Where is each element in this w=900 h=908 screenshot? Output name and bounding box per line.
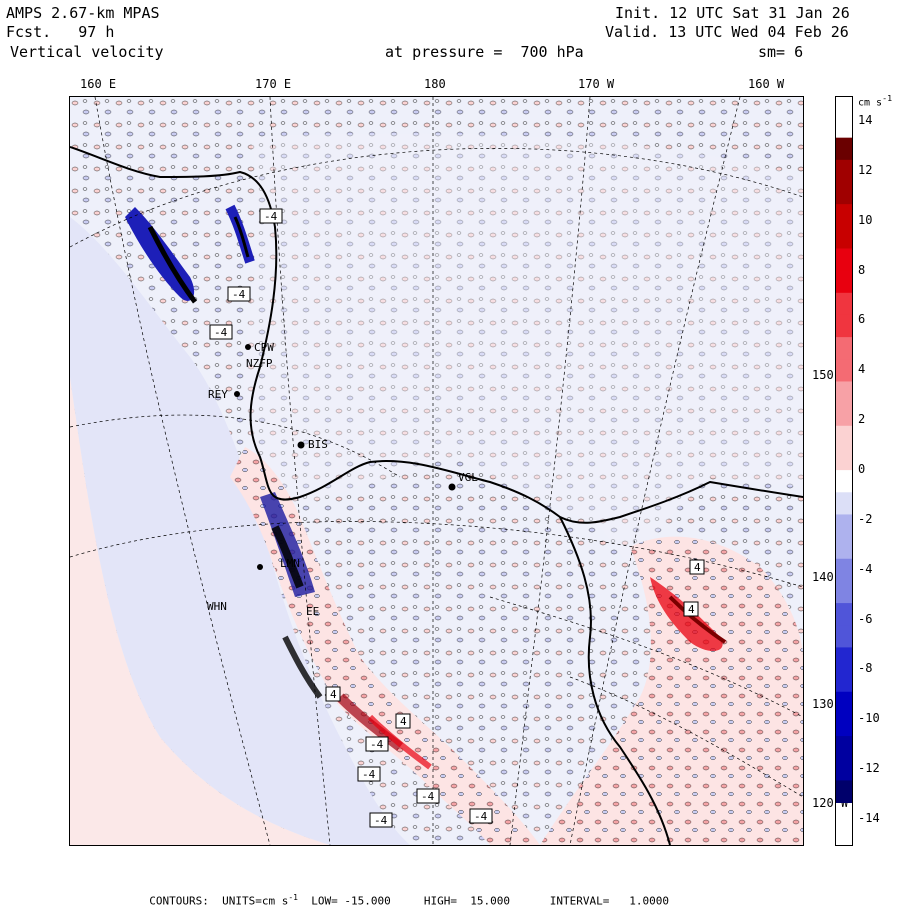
- colorbar-tick-label: 8: [858, 262, 866, 277]
- colorbar-band: [836, 713, 852, 737]
- marker-low: -4: [232, 288, 246, 301]
- marker-high: 4: [330, 688, 337, 701]
- colorbar-tick-label: 0: [858, 462, 866, 476]
- plateau-region: [70, 377, 330, 845]
- colorbar-band: [836, 226, 852, 249]
- marker-low: -4: [474, 810, 488, 823]
- marker-low: -4: [421, 790, 435, 803]
- colorbar-band: [836, 248, 852, 272]
- marie-byrd-region: [540, 536, 803, 845]
- station-whn: WHN: [207, 600, 227, 613]
- pressure-level: at pressure = 700 hPa: [385, 43, 584, 61]
- colorbar: [835, 96, 853, 846]
- colorbar-tick-label: 14: [858, 112, 873, 127]
- colorbar-band: [836, 647, 852, 671]
- contour-markers: -4 -4 -4 4 4 4 4 -4 -4 -4 -4 -4: [209, 208, 705, 828]
- colorbar-band: [836, 425, 852, 449]
- valid-time: Valid. 13 UTC Wed 04 Feb 26: [605, 23, 849, 41]
- footer-contours: CONTOURS: UNITS=cm s-1 LOW= -15.000 HIGH…: [149, 893, 669, 908]
- colorbar-band: [836, 470, 852, 493]
- map-svg: -4 -4 -4 4 4 4 4 -4 -4 -4 -4 -4: [70, 97, 803, 845]
- colorbar-tick-label: 12: [858, 162, 873, 177]
- colorbar-band: [836, 514, 852, 538]
- colorbar-band: [836, 159, 852, 183]
- lon-label-160w: 160 W: [748, 77, 785, 91]
- lon-label-170w: 170 W: [578, 77, 615, 91]
- mountain-range-signal: [230, 447, 540, 845]
- colorbar-band: [836, 669, 852, 693]
- colorbar-band: [836, 137, 852, 161]
- marker-low: -4: [362, 768, 376, 781]
- marker-high: 4: [694, 561, 701, 574]
- colorbar-band: [836, 558, 852, 582]
- init-time: Init. 12 UTC Sat 31 Jan 26: [615, 4, 850, 22]
- colorbar-band: [836, 204, 852, 227]
- colorbar-band: [836, 536, 852, 560]
- forecast-hour: Fcst. 97 h: [6, 23, 115, 41]
- plateau-blue-band: [70, 217, 410, 845]
- colorbar-tick-label: -2: [858, 511, 873, 526]
- station-cpw: CPW: [254, 341, 274, 354]
- lon-label-160e: 160 E: [80, 77, 117, 91]
- coastline: [70, 146, 803, 524]
- lon-label-170e: 170 E: [255, 77, 292, 91]
- smoothing-value: sm= 6: [758, 43, 804, 61]
- colorbar-tick-label: -8: [858, 661, 873, 676]
- marker-low: -4: [370, 738, 384, 751]
- colorbar-tick-label: 10: [858, 212, 873, 227]
- station-rey: REY: [208, 388, 228, 401]
- marker-low: -4: [374, 814, 388, 827]
- colorbar-band: [836, 736, 852, 759]
- colorbar-tick-label: -10: [858, 711, 880, 726]
- marker-low: -4: [264, 210, 278, 223]
- station-bis: BIS: [308, 438, 328, 451]
- colorbar-band: [836, 691, 852, 715]
- colorbar-band: [836, 780, 852, 803]
- colorbar-units: cm s-1: [858, 93, 893, 109]
- colorbar-band: [836, 292, 852, 316]
- colorbar-band: [836, 625, 852, 648]
- colorbar-tick-label: -6: [858, 611, 873, 626]
- colorbar-tick-label: -14: [858, 811, 880, 826]
- colorbar-tick-label: -12: [858, 761, 880, 776]
- map-panel: -4 -4 -4 4 4 4 4 -4 -4 -4 -4 -4 CPW NZFP: [69, 96, 804, 846]
- colorbar-band: [836, 381, 852, 405]
- colorbar-band: [836, 314, 852, 338]
- station-nzfp: NZFP: [246, 357, 273, 370]
- colorbar-tick-label: 2: [858, 412, 866, 427]
- colorbar-band: [836, 181, 852, 205]
- colorbar-band: [836, 403, 852, 427]
- colorbar-tick-label: -4: [858, 561, 873, 576]
- marker-high: 4: [400, 715, 407, 728]
- station-ee: EE: [306, 605, 320, 618]
- colorbar-band: [836, 359, 852, 382]
- variable-name: Vertical velocity: [10, 43, 164, 61]
- graticule: [70, 97, 803, 845]
- station-vgl: VGL: [458, 471, 478, 484]
- colorbar-tick-label: 6: [858, 312, 866, 327]
- marker-high: 4: [688, 603, 695, 616]
- colorbar-band: [836, 337, 852, 360]
- station-lmn: LMN: [280, 557, 300, 570]
- colorbar-band: [836, 447, 852, 471]
- colorbar-band: [836, 758, 852, 781]
- lon-label-180: 180: [424, 77, 446, 91]
- colorbar-band: [836, 580, 852, 604]
- colorbar-band: [836, 603, 852, 626]
- colorbar-band: [836, 270, 852, 294]
- station-dots: [234, 344, 456, 570]
- colorbar-band: [836, 492, 852, 515]
- grounding-line: [559, 516, 671, 845]
- marker-low: -4: [214, 326, 228, 339]
- model-title: AMPS 2.67-km MPAS: [6, 4, 160, 22]
- colorbar-tick-label: 4: [858, 362, 866, 377]
